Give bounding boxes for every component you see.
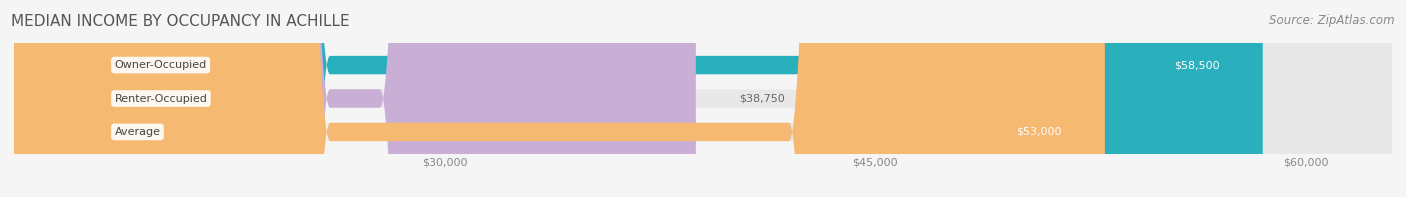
FancyBboxPatch shape — [14, 0, 696, 197]
Text: Source: ZipAtlas.com: Source: ZipAtlas.com — [1270, 14, 1395, 27]
Text: MEDIAN INCOME BY OCCUPANCY IN ACHILLE: MEDIAN INCOME BY OCCUPANCY IN ACHILLE — [11, 14, 350, 29]
FancyBboxPatch shape — [14, 0, 1392, 197]
Text: Renter-Occupied: Renter-Occupied — [114, 94, 208, 103]
FancyBboxPatch shape — [14, 0, 1105, 197]
Text: $38,750: $38,750 — [740, 94, 785, 103]
FancyBboxPatch shape — [14, 0, 1392, 197]
FancyBboxPatch shape — [14, 0, 1263, 197]
Text: Average: Average — [114, 127, 160, 137]
Text: Owner-Occupied: Owner-Occupied — [114, 60, 207, 70]
Text: $53,000: $53,000 — [1017, 127, 1062, 137]
FancyBboxPatch shape — [14, 0, 1392, 197]
Text: $58,500: $58,500 — [1174, 60, 1219, 70]
